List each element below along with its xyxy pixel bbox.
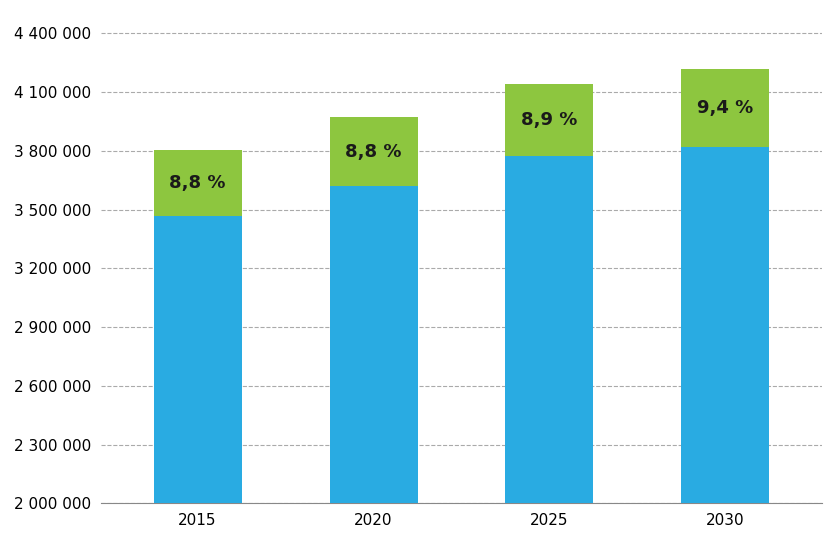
Bar xyxy=(681,68,769,147)
Text: 8,8 %: 8,8 % xyxy=(170,173,226,191)
Text: 8,8 %: 8,8 % xyxy=(345,143,402,161)
Bar xyxy=(329,186,417,542)
Bar xyxy=(506,156,594,542)
Bar xyxy=(154,216,242,542)
Bar xyxy=(681,147,769,542)
Bar xyxy=(329,117,417,186)
Bar xyxy=(506,84,594,156)
Bar xyxy=(154,150,242,216)
Text: 9,4 %: 9,4 % xyxy=(697,99,753,117)
Text: 8,9 %: 8,9 % xyxy=(522,111,578,129)
